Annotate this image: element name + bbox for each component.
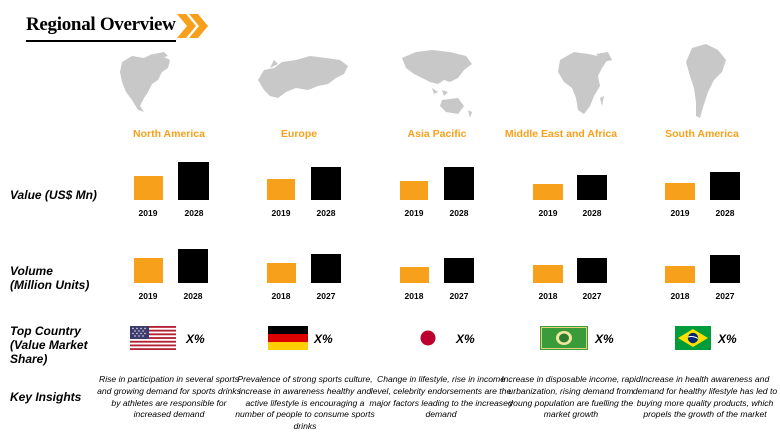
volume-bar-asia-pacific-second [444, 258, 474, 283]
volume-year-north-america-a: 2019 [138, 291, 158, 301]
value-bar-europe-2028 [311, 167, 341, 200]
share-middle-east-africa: X% [595, 332, 614, 346]
volume-year-south-america-b: 2027 [715, 291, 735, 301]
value-year-north-america-a: 2019 [138, 208, 158, 218]
region-name-north-america: North America [133, 128, 205, 140]
volume-year-europe-b: 2027 [316, 291, 336, 301]
japan-flag-icon [408, 326, 448, 350]
value-bar-south-america-2019 [665, 183, 695, 200]
value-year-europe-a: 2019 [271, 208, 291, 218]
asia-pacific-map-icon [402, 50, 472, 118]
volume-year-asia-pacific-a: 2018 [404, 291, 424, 301]
volume-bar-middle-east-africa-second [577, 258, 607, 283]
value-year-south-america-a: 2019 [670, 208, 690, 218]
volume-year-middle-east-africa-b: 2027 [582, 291, 602, 301]
value-bar-north-america-2019 [134, 176, 163, 200]
middle-east-africa-map-icon [558, 52, 612, 114]
usa-flag-icon [130, 326, 176, 350]
value-bar-middle-east-africa-2019 [533, 184, 563, 200]
germany-flag-icon [268, 326, 308, 350]
volume-bar-europe-first [267, 263, 296, 283]
value-bar-south-america-2028 [710, 172, 740, 200]
volume-bar-south-america-second [710, 255, 740, 283]
volume-bar-north-america-second [178, 249, 208, 283]
value-bar-asia-pacific-2019 [400, 181, 428, 200]
value-year-middle-east-africa-b: 2028 [582, 208, 602, 218]
europe-map-icon [258, 56, 348, 98]
value-year-asia-pacific-b: 2028 [449, 208, 469, 218]
volume-year-north-america-b: 2028 [183, 291, 203, 301]
value-bar-north-america-2028 [178, 162, 209, 200]
insight-north-america: Rise in participation in several sports … [97, 374, 241, 420]
insight-middle-east-africa: Increase in disposable income, rapid urb… [501, 374, 641, 420]
volume-bar-europe-second [311, 254, 341, 283]
value-bar-asia-pacific-2028 [444, 167, 474, 200]
region-name-middle-east-africa: Middle East and Africa [504, 128, 618, 140]
page-title: Regional Overview [26, 14, 176, 35]
volume-bar-north-america-first [134, 258, 163, 283]
share-asia-pacific: X% [456, 332, 475, 346]
region-name-asia-pacific: Asia Pacific [407, 128, 467, 140]
insight-south-america: Increase in health awareness and demand … [632, 374, 778, 420]
volume-bar-middle-east-africa-first [533, 265, 563, 283]
volume-year-europe-a: 2018 [271, 291, 291, 301]
volume-year-middle-east-africa-a: 2018 [538, 291, 558, 301]
south-america-map-icon [686, 44, 726, 118]
saudi-arabia-flag-icon [540, 326, 588, 350]
value-year-middle-east-africa-a: 2019 [538, 208, 558, 218]
row-label-volume: Volume (Million Units) [10, 264, 90, 292]
value-year-south-america-b: 2028 [715, 208, 735, 218]
volume-year-south-america-a: 2018 [670, 291, 690, 301]
value-year-asia-pacific-a: 2019 [404, 208, 424, 218]
share-south-america: X% [718, 332, 737, 346]
volume-bar-south-america-first [665, 266, 695, 283]
volume-bar-asia-pacific-first [400, 267, 429, 283]
row-label-value: Value (US$ Mn) [10, 188, 97, 202]
double-chevron-right-icon [177, 14, 208, 38]
page-title-block: Regional Overview [26, 14, 176, 42]
insight-europe: Prevalence of strong sports culture, inc… [235, 374, 375, 432]
share-north-america: X% [186, 332, 205, 346]
north-america-map-icon [120, 52, 170, 112]
value-bar-middle-east-africa-2028 [577, 175, 607, 200]
share-europe: X% [314, 332, 333, 346]
row-label-key-insights: Key Insights [10, 390, 82, 404]
value-year-north-america-b: 2028 [184, 208, 204, 218]
brazil-flag-icon [675, 326, 711, 350]
row-label-top-country: Top Country (Value Market Share) [10, 324, 88, 366]
region-name-south-america: South America [665, 128, 739, 140]
volume-year-asia-pacific-b: 2027 [449, 291, 469, 301]
value-bar-europe-2019 [267, 179, 295, 200]
title-underline [26, 40, 176, 42]
insight-asia-pacific: Change in lifestyle, rise in income leve… [369, 374, 513, 420]
value-year-europe-b: 2028 [316, 208, 336, 218]
region-name-europe: Europe [280, 128, 318, 140]
